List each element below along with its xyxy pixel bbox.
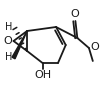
Text: O: O (4, 36, 13, 46)
Text: O: O (70, 9, 79, 19)
Text: H: H (5, 52, 13, 62)
Text: H: H (5, 22, 13, 32)
Polygon shape (12, 31, 27, 59)
Text: O: O (90, 42, 99, 52)
Text: OH: OH (34, 70, 51, 80)
